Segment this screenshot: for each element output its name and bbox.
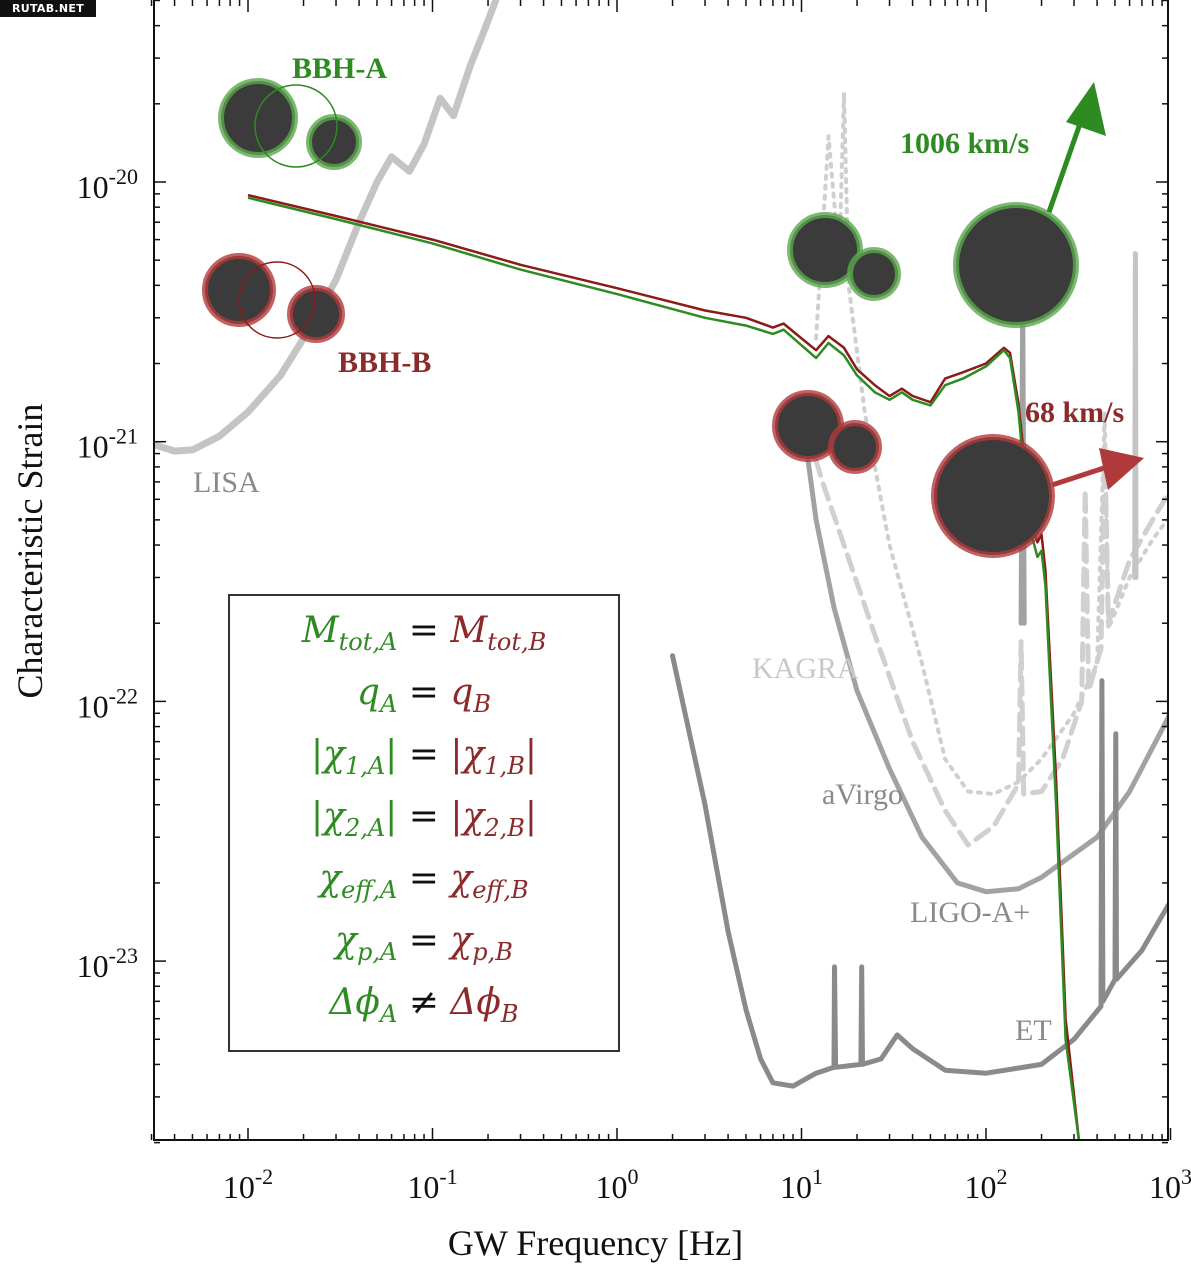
series-bbh-a bbox=[247, 196, 1081, 1140]
tick-labels: 10-2 10-1 100 101 102 103 10-20 10-21 10-22 10-23 bbox=[77, 164, 1191, 1205]
legend-equation: Mtot,A = Mtot,B bbox=[301, 610, 547, 657]
x-tick-label: 10-2 bbox=[223, 1164, 273, 1205]
remnant-b bbox=[931, 434, 1055, 558]
label-kick-a: 1006 km/s bbox=[900, 127, 1030, 160]
bbh-a-primary bbox=[218, 78, 298, 158]
watermark: RUTAB.NET bbox=[0, 0, 96, 17]
merger-b-secondary bbox=[828, 420, 882, 474]
label-bbh-b: BBH-B bbox=[338, 346, 432, 379]
kick-a-arrow-shaft bbox=[1046, 117, 1085, 213]
label-kagra: KAGRA bbox=[752, 652, 859, 685]
bbh-b-orbit bbox=[238, 261, 316, 339]
legend-equation: qA = qB bbox=[356, 672, 492, 719]
merger-a-primary bbox=[787, 212, 863, 288]
kick-a-arrow-head bbox=[1066, 82, 1106, 136]
bbh-b-primary bbox=[202, 253, 276, 327]
black-hole-illustrations bbox=[202, 78, 1144, 558]
legend-equation: χeff,A = χeff,B bbox=[319, 858, 529, 905]
y-tick-label: 10-21 bbox=[77, 424, 138, 465]
x-tick-label: 101 bbox=[780, 1164, 823, 1205]
axes bbox=[150, 0, 1172, 1144]
y-tick-label: 10-22 bbox=[77, 683, 138, 724]
sensitivity-curves bbox=[154, 0, 1168, 1089]
plot-frame bbox=[153, 0, 1169, 1141]
x-tick-label: 100 bbox=[596, 1164, 639, 1205]
legend-equation: ΔϕA ≠ ΔϕB bbox=[329, 982, 519, 1029]
kick-b-arrow-shaft bbox=[1051, 465, 1105, 488]
x-axis-label: GW Frequency [Hz] bbox=[447, 1223, 744, 1263]
y-tick-label: 10-20 bbox=[77, 164, 138, 205]
y-tick-label: 10-23 bbox=[77, 943, 138, 984]
curve-et bbox=[670, 653, 1168, 1089]
kick-b-arrow-head bbox=[1099, 448, 1144, 490]
y-axis-label: Characteristic Strain bbox=[10, 403, 50, 699]
curve-ligo-a-peak bbox=[1132, 251, 1139, 580]
legend-equation: |χ2,A| = |χ2,B| bbox=[310, 796, 538, 843]
remnant-a bbox=[953, 202, 1079, 328]
x-tick-label: 103 bbox=[1149, 1164, 1191, 1205]
curve-avirgo bbox=[814, 91, 1168, 796]
legend-equation: |χ1,A| = |χ1,B| bbox=[310, 734, 538, 781]
label-lisa: LISA bbox=[193, 466, 260, 499]
label-avirgo: aVirgo bbox=[822, 778, 903, 811]
bbh-a-orbit bbox=[254, 84, 338, 168]
curve-ligo-a bbox=[799, 409, 1168, 895]
curve-lisa bbox=[154, 0, 500, 455]
x-tick-label: 10-1 bbox=[407, 1164, 457, 1205]
label-kick-b: 68 km/s bbox=[1025, 396, 1125, 429]
merger-a-secondary bbox=[847, 247, 901, 301]
label-ligo-aplus: LIGO-A+ bbox=[910, 896, 1031, 929]
legend-box: Mtot,A = Mtot,B qA = qB |χ1,A| = |χ1,B| |χ2… bbox=[228, 594, 620, 1052]
label-bbh-a: BBH-A bbox=[292, 52, 388, 85]
x-tick-label: 102 bbox=[965, 1164, 1008, 1205]
legend-equation: χp,A = χp,B bbox=[335, 920, 513, 967]
label-et: ET bbox=[1015, 1014, 1052, 1047]
